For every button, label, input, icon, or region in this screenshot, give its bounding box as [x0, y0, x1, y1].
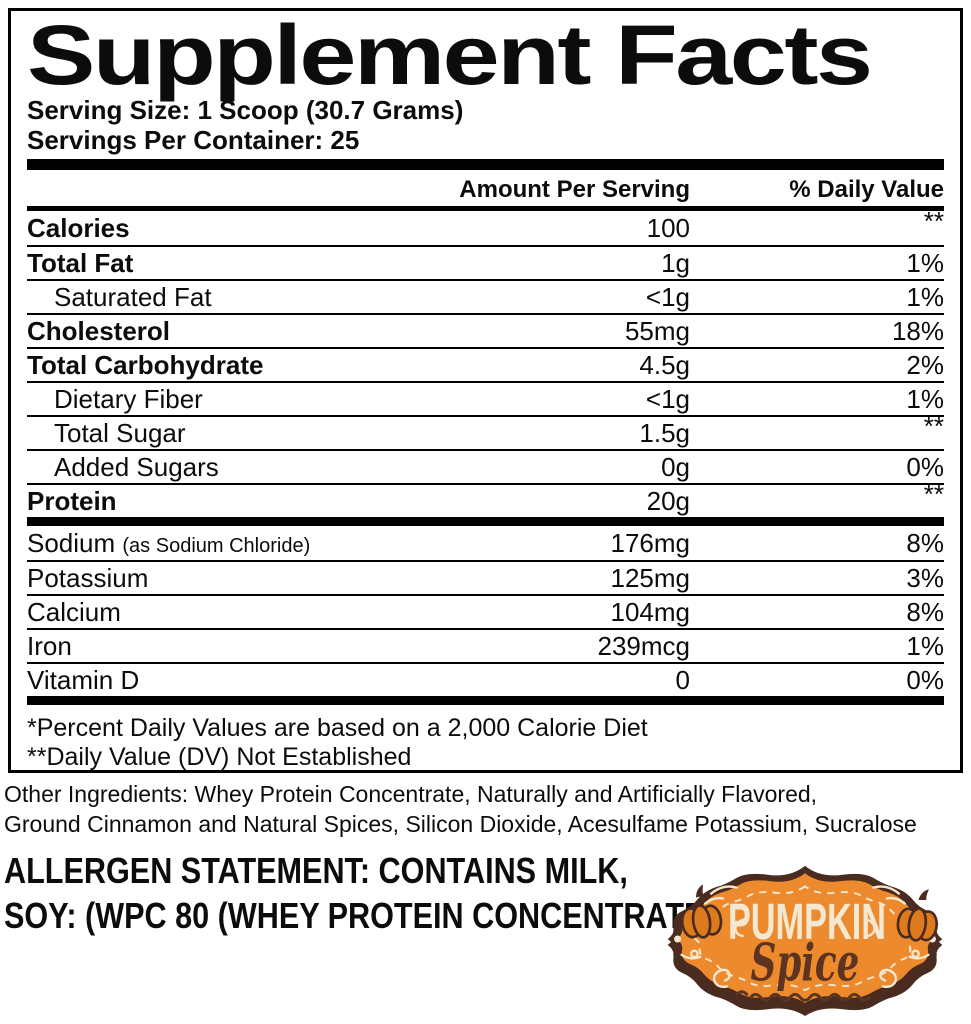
thick-divider-top	[27, 159, 944, 170]
nutrient-amount: 125mg	[610, 562, 691, 593]
nutrient-daily-value: 1%	[906, 630, 944, 661]
nutrient-daily-value: 3%	[906, 562, 944, 593]
nutrient-daily-value: 8%	[906, 596, 944, 627]
row-added-sugars: Added Sugars 0g 0%	[27, 449, 944, 483]
nutrient-name: Potassium	[27, 562, 149, 593]
other-ingredients-line2: Ground Cinnamon and Natural Spices, Sili…	[4, 811, 917, 837]
row-calcium: Calcium 104mg 8%	[27, 594, 944, 628]
nutrient-amount: 1.5g	[639, 417, 690, 448]
row-protein: Protein 20g **	[27, 479, 944, 517]
nutrient-name-note: (as Sodium Chloride)	[122, 534, 311, 557]
nutrient-name: Saturated Fat	[54, 281, 212, 312]
nutrient-daily-value: **	[923, 478, 944, 509]
badge-squiggle-underline	[735, 990, 871, 1002]
nutrient-rows-main: Calories 100 ** Total Fat 1g 1% Saturated …	[27, 206, 944, 517]
nutrient-amount: 0	[675, 664, 690, 695]
allergen-statement: ALLERGEN STATEMENT: CONTAINS MILK, SOY: …	[4, 852, 852, 935]
nutrient-name: Cholesterol	[27, 315, 171, 346]
nutrient-daily-value: 1%	[906, 383, 944, 414]
badge-flourishes	[674, 885, 936, 988]
column-header-daily-value: % Daily Value	[789, 176, 944, 203]
thick-divider-middle	[27, 517, 944, 526]
badge-secondary-text: Spice	[751, 934, 860, 994]
row-sodium: Sodium (as Sodium Chloride) 176mg 8%	[27, 526, 944, 560]
nutrient-name: Calcium	[27, 596, 121, 627]
nutrient-amount: 20g	[646, 485, 690, 516]
row-total-sugar: Total Sugar 1.5g **	[27, 411, 944, 449]
allergen-line1: ALLERGEN STATEMENT: CONTAINS MILK,	[4, 850, 628, 891]
nutrient-daily-value: 0%	[906, 451, 944, 482]
nutrient-name: Calories	[27, 212, 130, 243]
nutrient-daily-value: **	[923, 410, 944, 441]
servings-per-container-text: Servings Per Container: 25	[27, 125, 360, 155]
column-header-amount: Amount Per Serving	[459, 176, 690, 203]
nutrient-name: Sodium (as Sodium Chloride)	[27, 528, 310, 559]
nutrient-daily-value: 18%	[891, 315, 944, 346]
nutrient-name: Added Sugars	[54, 451, 219, 482]
thick-divider-bottom	[27, 696, 944, 705]
nutrient-amount: <1g	[645, 383, 690, 414]
row-total-carbohydrate: Total Carbohydrate 4.5g 2%	[27, 347, 944, 381]
footnotes: *Percent Daily Values are based on a 2,0…	[27, 705, 944, 772]
row-iron: Iron 239mcg 1%	[27, 628, 944, 662]
nutrient-amount: 239mcg	[597, 630, 691, 661]
nutrient-name: Vitamin D	[27, 664, 140, 695]
nutrient-daily-value: **	[923, 205, 944, 236]
nutrient-amount: 176mg	[610, 527, 691, 558]
nutrient-name-main: Sodium	[27, 527, 116, 558]
row-total-fat: Total Fat 1g 1%	[27, 245, 944, 279]
nutrient-amount: 100	[646, 212, 690, 243]
nutrient-daily-value: 2%	[906, 349, 944, 380]
nutrient-amount: <1g	[645, 281, 690, 312]
other-ingredients: Other Ingredients: Whey Protein Concentr…	[4, 779, 969, 839]
nutrient-amount: 55mg	[624, 315, 690, 346]
nutrient-name: Dietary Fiber	[54, 383, 203, 414]
supplement-facts-panel: Supplement Facts Serving Size: 1 Scoop (…	[8, 8, 963, 773]
badge-primary-text: PUMPKIN	[728, 893, 886, 950]
nutrient-amount: 4.5g	[639, 349, 690, 380]
pumpkin-spice-badge: PUMPKIN Spice	[667, 865, 943, 1017]
other-ingredients-line1: Other Ingredients: Whey Protein Concentr…	[4, 781, 818, 807]
nutrient-name: Iron	[27, 630, 72, 661]
nutrient-name: Total Sugar	[54, 417, 186, 448]
table-header: Amount Per Serving % Daily Value	[27, 170, 944, 211]
facts-title: Supplement Facts	[27, 8, 873, 102]
row-dietary-fiber: Dietary Fiber <1g 1%	[27, 381, 944, 415]
nutrient-amount: 104mg	[610, 596, 691, 627]
row-potassium: Potassium 125mg 3%	[27, 560, 944, 594]
nutrient-daily-value: 1%	[906, 281, 944, 312]
row-calories: Calories 100 **	[27, 206, 944, 245]
allergen-line2: SOY: (WPC 80 (WHEY PROTEIN CONCENTRATE))	[4, 895, 725, 936]
nutrient-daily-value: 8%	[906, 527, 944, 558]
nutrient-daily-value: 0%	[906, 664, 944, 695]
nutrient-name: Total Fat	[27, 247, 134, 278]
nutrient-name: Protein	[27, 485, 117, 516]
serving-size-text: Serving Size: 1 Scoop (30.7 Grams)	[27, 95, 464, 125]
row-vitamin-d: Vitamin D 0 0%	[27, 662, 944, 696]
nutrient-name: Total Carbohydrate	[27, 349, 264, 380]
nutrient-amount: 0g	[661, 451, 690, 482]
footnote-dv-not-established: **Daily Value (DV) Not Established	[27, 743, 412, 771]
nutrient-amount: 1g	[661, 247, 690, 278]
nutrient-daily-value: 1%	[906, 247, 944, 278]
row-cholesterol: Cholesterol 55mg 18%	[27, 313, 944, 347]
footnote-percent-dv: *Percent Daily Values are based on a 2,0…	[27, 714, 648, 742]
nutrient-rows-minerals: Sodium (as Sodium Chloride) 176mg 8% Pot…	[27, 526, 944, 696]
row-saturated-fat: Saturated Fat <1g 1%	[27, 279, 944, 313]
